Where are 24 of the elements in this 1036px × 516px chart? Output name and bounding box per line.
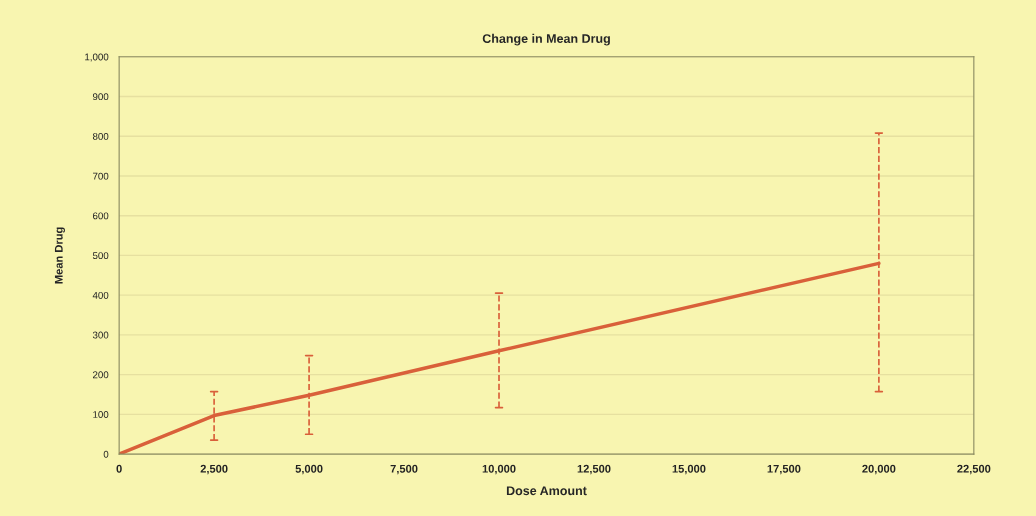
y-tick-label: 200 (92, 371, 109, 379)
x-tick-label: 17,500 (767, 464, 801, 475)
x-tick-label: 7,500 (390, 464, 418, 475)
x-tick-label: 0 (116, 464, 122, 473)
y-tick-label: 100 (93, 411, 109, 418)
y-tick-label: 1,000 (85, 53, 109, 62)
x-tick-label: 20,000 (862, 464, 896, 475)
x-tick-label: 5,000 (295, 464, 323, 475)
x-tick-label: 12,500 (577, 464, 611, 475)
x-tick-label: 2,500 (200, 464, 228, 475)
x-axis-title: Dose Amount (506, 486, 587, 496)
y-axis-title: Mean Drug (54, 227, 65, 284)
y-tick-label: 700 (93, 172, 109, 180)
x-tick-label: 22,500 (957, 464, 991, 475)
x-tick-label: 15,000 (672, 464, 706, 475)
y-tick-label: 600 (93, 212, 109, 220)
y-tick-label: 800 (92, 132, 109, 140)
y-tick-label: 300 (92, 331, 109, 339)
y-tick-label: 400 (92, 291, 109, 299)
chart-title: Change in Mean Drug (482, 33, 610, 46)
y-tick-label: 500 (92, 252, 109, 260)
y-tick-label: 900 (92, 93, 109, 101)
x-tick-label: 10,000 (482, 464, 516, 475)
y-tick-label: 0 (103, 450, 109, 458)
